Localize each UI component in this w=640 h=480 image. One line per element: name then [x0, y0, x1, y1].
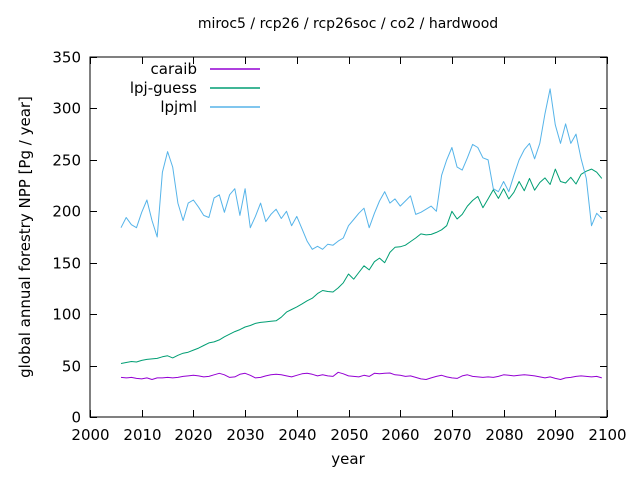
x-tick-label: 2080 — [485, 426, 523, 444]
y-tick-label: 50 — [62, 358, 81, 376]
chart-title: miroc5 / rcp26 / rcp26soc / co2 / hardwo… — [198, 16, 498, 32]
plot-series — [120, 88, 603, 380]
y-tick-label: 100 — [52, 306, 81, 324]
y-tick-label: 300 — [52, 100, 81, 118]
x-tick-label: 2030 — [226, 426, 264, 444]
x-axis-label: year — [331, 450, 365, 468]
series-line-lpjml — [120, 88, 603, 250]
x-tick-label: 2100 — [588, 426, 626, 444]
legend-label-caraib: caraib — [151, 60, 198, 78]
x-tick-label: 2070 — [433, 426, 471, 444]
series-line-caraib — [120, 371, 602, 380]
series-line-lpj-guess — [120, 168, 603, 364]
plot-border — [89, 56, 608, 418]
y-tick-label: 250 — [52, 152, 81, 170]
legend-label-lpj-guess: lpj-guess — [130, 79, 197, 97]
x-tick-label: 2090 — [536, 426, 574, 444]
y-axis-label: global annual forestry NPP [Pg / year] — [16, 96, 34, 378]
x-tick-label: 2050 — [330, 426, 368, 444]
plot-frame: 2000 2010 2020 2030 2040 2050 2060 2070 2080 2090… — [52, 49, 626, 445]
x-tick-label: 2000 — [71, 426, 109, 444]
x-tick-label: 2010 — [123, 426, 161, 444]
y-tick-label: 350 — [52, 49, 81, 67]
y-tick-label: 0 — [71, 409, 81, 427]
x-tick-label: 2060 — [381, 426, 419, 444]
x-tick-label: 2020 — [174, 426, 212, 444]
y-tick-label: 150 — [52, 255, 81, 273]
y-tick-label: 200 — [52, 203, 81, 221]
x-tick-label: 2040 — [278, 426, 316, 444]
legend-label-lpjml: lpjml — [160, 98, 197, 116]
